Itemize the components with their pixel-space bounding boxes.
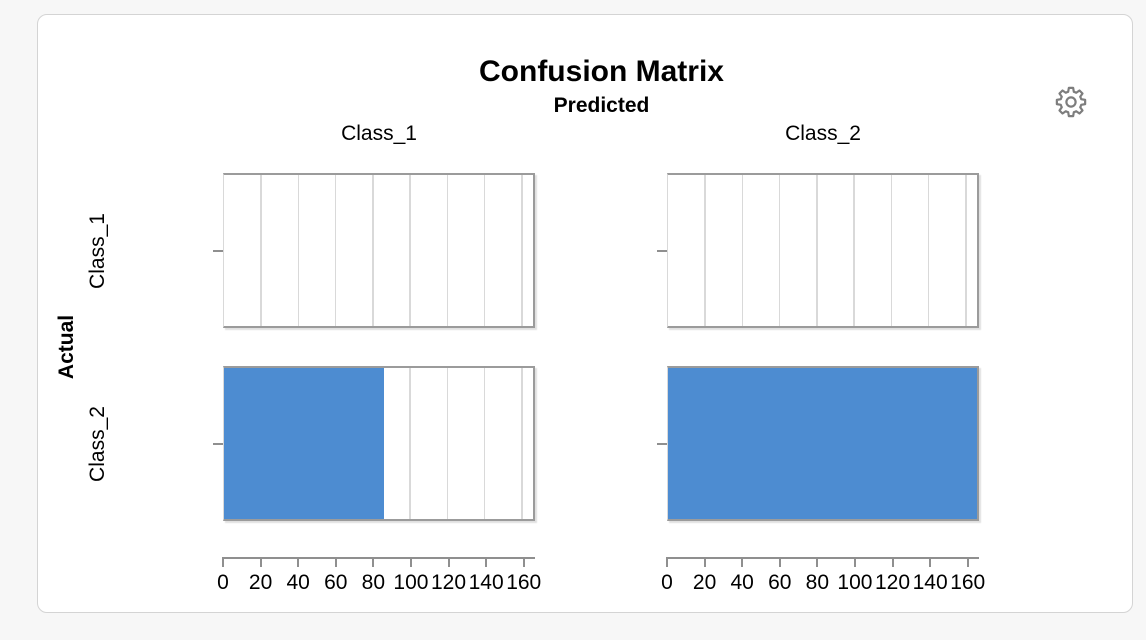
panel-gridline xyxy=(704,175,706,326)
x-axis-tick-label: 80 xyxy=(361,571,386,594)
panel-gridline xyxy=(816,175,818,326)
gear-icon xyxy=(1055,86,1087,118)
panel-gridline xyxy=(890,175,893,326)
panel-gridline xyxy=(778,175,781,326)
x-axis-tick-label: 100 xyxy=(837,571,873,594)
x-axis-line xyxy=(223,557,535,559)
panel-gridline xyxy=(741,175,744,326)
row-header: Class_1 xyxy=(86,212,109,289)
panel-gridline xyxy=(409,368,411,519)
x-axis-tick-label: 0 xyxy=(661,571,673,594)
panel-gridline xyxy=(260,175,262,326)
panel-gridline xyxy=(409,175,411,326)
x-axis-tick-label: 60 xyxy=(768,571,792,594)
x-axis-tick-label: 0 xyxy=(217,571,229,594)
x-axis-tick xyxy=(409,557,412,567)
chart-card: Confusion Matrix Predicted Actual Class_… xyxy=(37,14,1133,613)
settings-gear-button[interactable] xyxy=(1052,83,1090,121)
x-axis-tick xyxy=(259,557,262,567)
x-axis-tick xyxy=(372,557,375,567)
x-axis-tick-label: 160 xyxy=(950,571,986,594)
x-axis-tick xyxy=(891,557,894,567)
count-bar xyxy=(224,368,385,519)
x-axis-tick xyxy=(741,557,744,567)
x-axis-tick xyxy=(297,557,300,567)
column-header: Class_2 xyxy=(785,122,861,145)
x-axis-tick-label: 60 xyxy=(324,571,348,594)
x-axis-tick-label: 140 xyxy=(912,571,948,594)
x-axis-tick xyxy=(222,557,224,567)
panel-gridline xyxy=(483,368,486,519)
chart-title: Confusion Matrix xyxy=(479,55,724,88)
y-axis-tick xyxy=(657,249,667,252)
x-axis-tick xyxy=(485,557,488,567)
x-axis-tick xyxy=(447,557,450,567)
panel-gridline xyxy=(446,368,449,519)
panel-gridline xyxy=(965,175,967,326)
col-axis-title: Predicted xyxy=(553,94,650,117)
x-axis-tick-label: 40 xyxy=(286,571,310,594)
panel-gridline xyxy=(853,175,855,326)
x-axis-tick xyxy=(853,557,856,567)
panel-gridline xyxy=(446,175,449,326)
x-axis-tick xyxy=(778,557,781,567)
panel-gridline xyxy=(927,175,930,326)
row-axis-title: Actual xyxy=(55,314,78,380)
panel-gridline xyxy=(297,175,300,326)
x-axis-tick-label: 120 xyxy=(875,571,911,594)
x-axis-tick-label: 40 xyxy=(730,571,754,594)
facet-panel xyxy=(223,366,535,521)
x-axis-line xyxy=(667,557,979,559)
x-axis-tick xyxy=(966,557,969,567)
facet-panel xyxy=(223,173,535,328)
facet-panel xyxy=(667,173,979,328)
y-axis-tick xyxy=(657,442,667,445)
y-axis-tick xyxy=(213,442,223,445)
panel-gridline xyxy=(521,175,523,326)
facet-panel xyxy=(667,366,979,521)
x-axis-tick-label: 160 xyxy=(506,571,542,594)
panel-gridline xyxy=(483,175,486,326)
x-axis-tick xyxy=(666,557,668,567)
x-axis-tick-label: 120 xyxy=(431,571,467,594)
x-axis-tick-label: 80 xyxy=(805,571,830,594)
count-bar xyxy=(668,368,977,519)
panel-gridline xyxy=(334,175,337,326)
x-axis-tick xyxy=(522,557,525,567)
x-axis-tick-label: 100 xyxy=(393,571,429,594)
x-axis-tick xyxy=(334,557,337,567)
x-axis-tick xyxy=(929,557,932,567)
y-axis-tick xyxy=(213,249,223,252)
panel-gridline xyxy=(521,368,523,519)
x-axis-tick-label: 20 xyxy=(692,571,717,594)
row-header: Class_2 xyxy=(86,405,109,482)
x-axis-tick-label: 20 xyxy=(248,571,273,594)
x-axis-tick-label: 140 xyxy=(468,571,504,594)
panel-gridline xyxy=(372,175,374,326)
x-axis-tick xyxy=(816,557,819,567)
column-header: Class_1 xyxy=(341,122,417,145)
x-axis-tick xyxy=(703,557,706,567)
